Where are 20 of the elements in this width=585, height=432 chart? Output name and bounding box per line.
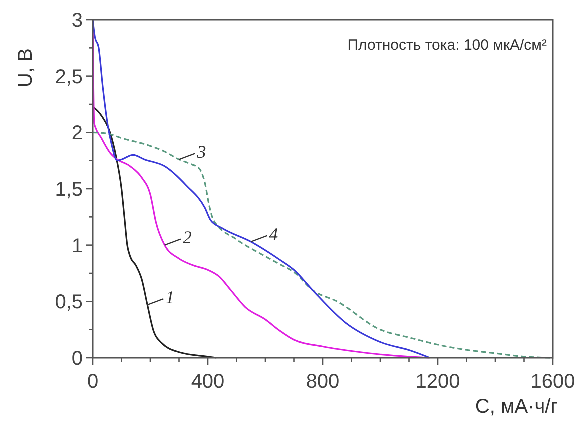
- y-tick-label: 0: [72, 348, 83, 370]
- x-tick-label: 800: [306, 371, 340, 393]
- y-tick-label: 3: [72, 10, 83, 32]
- line-series: [92, 106, 218, 359]
- y-tick-label: 2,5: [55, 66, 83, 88]
- y-tick-label: 1,5: [55, 179, 83, 201]
- series-label: 3: [196, 142, 206, 162]
- y-tick-label: 2: [72, 122, 83, 145]
- series-label: 1: [166, 287, 175, 308]
- x-tick-label: 400: [191, 371, 225, 393]
- series-label: 4: [269, 224, 278, 244]
- x-tick-label: 1200: [416, 371, 460, 393]
- y-tick-label: 1: [72, 235, 83, 258]
- x-axis-title: C, мА·ч/г: [475, 396, 558, 418]
- annotation: Плотность тока: 100 мкА/см²: [348, 37, 547, 54]
- x-tick-label: 1600: [530, 371, 576, 393]
- series-label: 2: [182, 228, 192, 248]
- y-axis-title: U, В: [15, 48, 37, 88]
- x-tick-label: 0: [87, 371, 99, 393]
- y-tick-label: 0,5: [55, 292, 83, 314]
